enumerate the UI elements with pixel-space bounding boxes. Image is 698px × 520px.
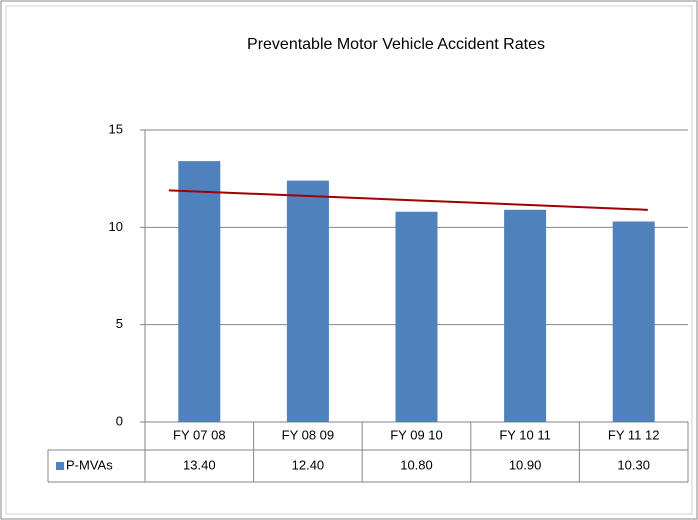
value-label: 13.40 xyxy=(183,457,216,472)
trendline xyxy=(168,189,648,211)
bar xyxy=(504,209,547,422)
y-tick-label: 15 xyxy=(109,121,123,136)
value-label: 10.30 xyxy=(617,457,650,472)
legend-key xyxy=(56,462,64,470)
x-tick-label: FY 07 08 xyxy=(173,427,226,442)
bar xyxy=(395,211,438,422)
bar xyxy=(286,180,329,422)
value-label: 12.40 xyxy=(292,457,325,472)
chart-border xyxy=(5,5,693,515)
legend-label: P-MVAs xyxy=(66,457,113,472)
x-tick-label: FY 10 11 xyxy=(499,427,551,442)
x-tick-label: FY 11 12 xyxy=(608,427,660,442)
value-label: 10.80 xyxy=(400,457,433,472)
y-tick-label: 10 xyxy=(109,219,123,234)
y-tick-label: 5 xyxy=(116,316,123,331)
value-label: 10.90 xyxy=(509,457,542,472)
y-tick-label: 0 xyxy=(116,413,123,428)
x-tick-label: FY 08 09 xyxy=(282,427,335,442)
bar xyxy=(178,161,221,422)
chart-title: Preventable Motor Vehicle Accident Rates xyxy=(247,36,545,53)
bar xyxy=(612,221,655,422)
x-tick-label: FY 09 10 xyxy=(390,427,443,442)
